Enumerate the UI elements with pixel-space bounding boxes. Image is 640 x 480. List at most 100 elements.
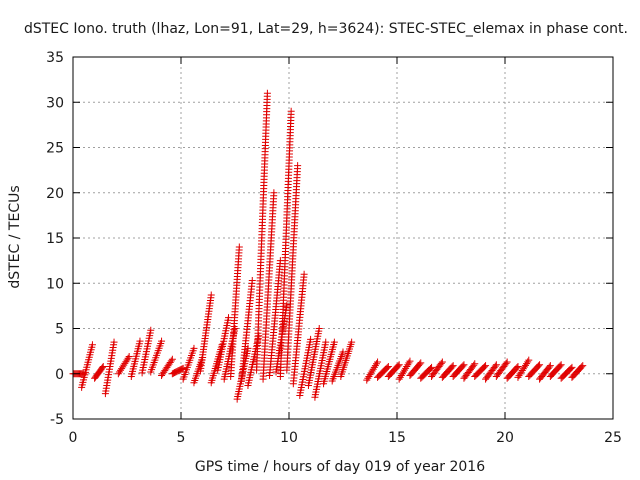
data-point <box>263 89 271 97</box>
data-point <box>405 359 413 367</box>
data-point <box>402 364 410 372</box>
arc-marks <box>296 335 315 399</box>
data-point <box>367 369 375 377</box>
arc-marks <box>283 162 302 374</box>
data-point <box>322 338 330 346</box>
arc-marks <box>114 353 133 378</box>
data-point <box>190 344 198 352</box>
data-point <box>491 362 499 370</box>
data-point <box>374 358 382 366</box>
data-point <box>503 358 511 366</box>
data-point <box>579 362 587 370</box>
data-point <box>403 363 411 371</box>
y-tick-label: 5 <box>55 322 64 338</box>
data-point <box>371 362 379 370</box>
data-point <box>235 243 243 251</box>
arc-marks <box>536 362 554 383</box>
arc-marks <box>266 257 284 380</box>
data-point <box>372 360 380 368</box>
y-tick-label: -5 <box>50 412 64 428</box>
data-point <box>406 357 414 365</box>
arc-marks <box>482 361 500 383</box>
arc-marks <box>190 353 207 387</box>
arc-marks <box>568 362 587 381</box>
data-point <box>438 358 446 366</box>
data-point <box>459 362 467 370</box>
data-marks <box>69 89 587 403</box>
arc-marks <box>168 364 187 378</box>
data-point <box>395 361 403 369</box>
data-point <box>545 363 553 371</box>
arc-marks <box>101 338 118 398</box>
y-tick-label: 15 <box>46 231 64 247</box>
data-point <box>147 326 155 334</box>
arc-marks <box>337 338 356 380</box>
data-point <box>448 363 456 371</box>
data-point <box>426 365 434 373</box>
data-point <box>396 373 404 381</box>
data-point <box>124 354 132 362</box>
data-point <box>502 359 510 367</box>
arc-marks <box>546 361 565 380</box>
data-point <box>364 374 372 382</box>
data-point <box>404 361 412 369</box>
x-tick-label: 5 <box>177 430 186 446</box>
data-point <box>330 338 338 346</box>
arc-marks <box>374 363 392 381</box>
x-tick-label: 15 <box>388 430 406 446</box>
data-point <box>315 325 323 332</box>
data-point <box>416 360 424 368</box>
data-point <box>524 358 532 366</box>
y-tick-label: 0 <box>55 367 64 383</box>
data-point <box>88 341 96 349</box>
data-point <box>492 361 500 369</box>
y-tick-label: 30 <box>46 95 64 111</box>
data-point <box>368 367 376 375</box>
arc-marks <box>471 362 490 380</box>
data-point <box>125 353 133 361</box>
arc-marks <box>460 360 479 382</box>
x-tick-label: 25 <box>604 430 622 446</box>
data-point <box>110 338 118 346</box>
data-point <box>98 364 106 372</box>
y-tick-label: 20 <box>46 186 64 202</box>
data-point <box>471 360 479 368</box>
data-point <box>460 361 468 369</box>
y-tick-label: 35 <box>46 50 64 66</box>
arc-marks <box>147 337 166 376</box>
data-point <box>168 355 176 363</box>
data-point <box>307 335 315 343</box>
data-point <box>339 348 347 356</box>
arc-marks <box>196 291 215 375</box>
y-axis-label: dSTEC / TECUs <box>7 185 23 288</box>
data-point <box>366 371 374 379</box>
data-point <box>348 338 356 346</box>
arc-marks <box>289 270 308 388</box>
data-point <box>557 361 565 369</box>
data-point <box>480 363 488 371</box>
data-point <box>363 376 371 384</box>
data-point <box>294 162 302 170</box>
data-point <box>428 363 436 371</box>
data-point <box>369 365 377 373</box>
arc-marks <box>179 344 198 383</box>
data-point <box>99 363 107 371</box>
data-point <box>300 270 308 278</box>
data-point <box>536 361 544 369</box>
data-point <box>470 361 478 369</box>
arc-marks <box>214 314 233 374</box>
arc-marks <box>557 363 576 382</box>
axis-ticks: 0 5 10 15 20 25 -5 0 5 10 15 20 25 30 35 <box>46 50 622 446</box>
data-point <box>568 363 576 371</box>
arc-marks <box>514 356 533 381</box>
data-point <box>513 364 521 372</box>
data-point <box>514 363 522 371</box>
data-point <box>546 362 554 370</box>
arc-marks <box>78 341 96 391</box>
data-point <box>525 356 533 364</box>
arc-marks <box>259 189 278 383</box>
arc-marks <box>417 363 436 382</box>
arc-marks <box>127 337 144 380</box>
arc-marks <box>525 361 544 380</box>
arc-marks <box>328 348 347 385</box>
